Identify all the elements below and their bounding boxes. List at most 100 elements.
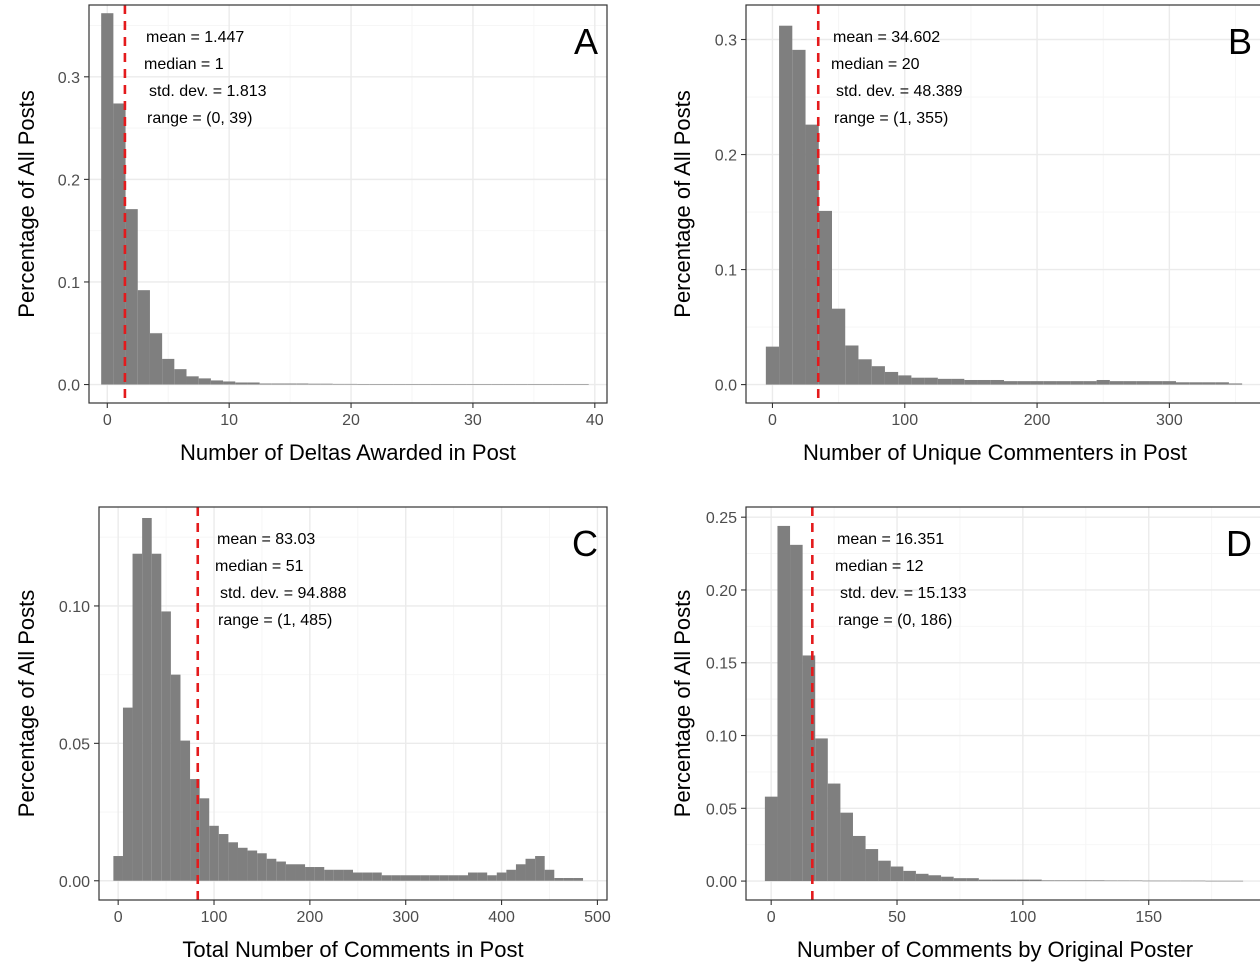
histogram-bar bbox=[271, 383, 285, 385]
stat-annotation: mean = 16.351 bbox=[837, 531, 944, 548]
histogram-bar bbox=[458, 875, 469, 881]
histogram-bar bbox=[496, 872, 507, 881]
histogram-bar bbox=[284, 383, 297, 385]
x-tick-label: 200 bbox=[1024, 412, 1051, 429]
histogram-bar bbox=[162, 358, 175, 385]
histogram-bar bbox=[372, 872, 382, 881]
x-axis-title: Number of Unique Commenters in Post bbox=[803, 440, 1187, 465]
histogram-bar bbox=[539, 384, 553, 385]
histogram-bar bbox=[792, 49, 806, 385]
histogram-bar bbox=[827, 783, 841, 882]
histogram-bar bbox=[314, 867, 325, 881]
histogram-bar bbox=[928, 875, 942, 882]
x-tick-label: 10 bbox=[220, 412, 238, 429]
x-tick-label: 40 bbox=[586, 412, 604, 429]
histogram-bar bbox=[357, 384, 370, 385]
histogram-bar bbox=[890, 866, 904, 882]
histogram-bar bbox=[573, 878, 584, 881]
histogram-bar bbox=[1092, 880, 1105, 882]
histogram-bar bbox=[515, 864, 526, 881]
y-tick-label: 0.3 bbox=[715, 33, 737, 50]
histogram-bar bbox=[852, 835, 866, 882]
histogram-bar bbox=[1176, 382, 1190, 385]
histogram-bar bbox=[362, 872, 373, 881]
histogram-bar bbox=[840, 812, 853, 882]
histogram-bar bbox=[1029, 879, 1042, 882]
stat-annotation: std. dev. = 15.133 bbox=[840, 585, 967, 602]
histogram-bar bbox=[296, 383, 309, 385]
stat-annotation: median = 51 bbox=[215, 558, 304, 575]
histogram-bar bbox=[1117, 880, 1130, 882]
stat-annotation: range = (1, 485) bbox=[218, 612, 332, 629]
x-tick-label: 100 bbox=[891, 412, 918, 429]
x-axis-title: Number of Comments by Original Poster bbox=[797, 937, 1193, 962]
histogram-bar bbox=[1167, 880, 1181, 882]
histogram-bar bbox=[295, 864, 306, 881]
stat-annotation: std. dev. = 94.888 bbox=[220, 585, 347, 602]
histogram-bar bbox=[1016, 879, 1030, 882]
x-tick-label: 100 bbox=[201, 909, 228, 926]
histogram-bar bbox=[266, 858, 277, 881]
histogram-bar bbox=[247, 382, 260, 385]
histogram-bar bbox=[1149, 381, 1163, 385]
x-tick-label: 300 bbox=[392, 909, 419, 926]
histogram-bar bbox=[832, 308, 846, 385]
x-axis-title: Number of Deltas Awarded in Post bbox=[180, 440, 516, 465]
panel-b: 0 100 200 300 0.0 0.1 0.2 0.3 Number of Unique C… bbox=[670, 4, 1260, 465]
histogram-bar bbox=[527, 384, 540, 385]
histogram-bar bbox=[223, 381, 236, 385]
plot-background bbox=[89, 5, 607, 403]
x-tick-label: 50 bbox=[888, 909, 906, 926]
histogram-bar bbox=[198, 378, 211, 385]
histogram-bar bbox=[865, 849, 879, 882]
histogram-bar bbox=[442, 384, 455, 385]
histogram-bar bbox=[1056, 381, 1071, 385]
histogram-bar bbox=[506, 869, 516, 881]
histogram-bar bbox=[1017, 381, 1031, 385]
histogram-bar bbox=[1041, 880, 1055, 882]
y-tick-label: 0.3 bbox=[58, 70, 80, 87]
histogram-bar bbox=[903, 870, 916, 882]
panel-letter: B bbox=[1228, 21, 1252, 62]
histogram-bar bbox=[1189, 382, 1203, 385]
histogram-bar bbox=[405, 384, 419, 385]
histogram-bar bbox=[884, 371, 899, 385]
x-axis-title: Total Number of Comments in Post bbox=[182, 937, 523, 962]
x-tick-label: 400 bbox=[488, 909, 515, 926]
histogram-bar bbox=[320, 383, 333, 385]
panel-d: 0 50 100 150 0.00 0.05 0.10 0.15 0.20 0.25 Number … bbox=[670, 506, 1260, 962]
histogram-bar bbox=[161, 611, 171, 881]
histogram-bar bbox=[845, 345, 859, 385]
histogram-bar bbox=[101, 13, 114, 385]
histogram-bar bbox=[1136, 381, 1150, 385]
histogram-bar bbox=[911, 377, 925, 385]
histogram-bar bbox=[429, 875, 440, 881]
y-tick-label: 0.10 bbox=[59, 599, 90, 616]
y-axis-title: Percentage of All Posts bbox=[14, 90, 39, 317]
histogram-bar bbox=[1162, 381, 1176, 385]
histogram-bar bbox=[259, 383, 272, 385]
histogram-bar bbox=[535, 856, 545, 881]
y-tick-label: 0.1 bbox=[715, 263, 737, 280]
histogram-bar bbox=[1004, 879, 1017, 882]
histogram-bar bbox=[554, 878, 564, 881]
histogram-bar bbox=[418, 384, 431, 385]
x-tick-label: 500 bbox=[584, 909, 611, 926]
histogram-bar bbox=[977, 379, 991, 385]
x-tick-label: 150 bbox=[1135, 909, 1162, 926]
histogram-bar bbox=[1083, 381, 1097, 385]
histogram-bar bbox=[491, 384, 504, 385]
histogram-bar bbox=[353, 872, 363, 881]
histogram-bar bbox=[487, 875, 497, 881]
histogram-bar bbox=[1228, 383, 1243, 385]
histogram-bar bbox=[381, 384, 394, 385]
y-tick-label: 0.15 bbox=[706, 656, 737, 673]
y-axis-title: Percentage of All Posts bbox=[670, 590, 695, 817]
histogram-bar bbox=[964, 379, 978, 385]
histogram-bar bbox=[564, 384, 577, 385]
x-tick-label: 200 bbox=[297, 909, 324, 926]
histogram-bar bbox=[209, 825, 219, 881]
stat-annotation: range = (0, 39) bbox=[147, 110, 252, 127]
histogram-bar bbox=[1079, 880, 1093, 882]
